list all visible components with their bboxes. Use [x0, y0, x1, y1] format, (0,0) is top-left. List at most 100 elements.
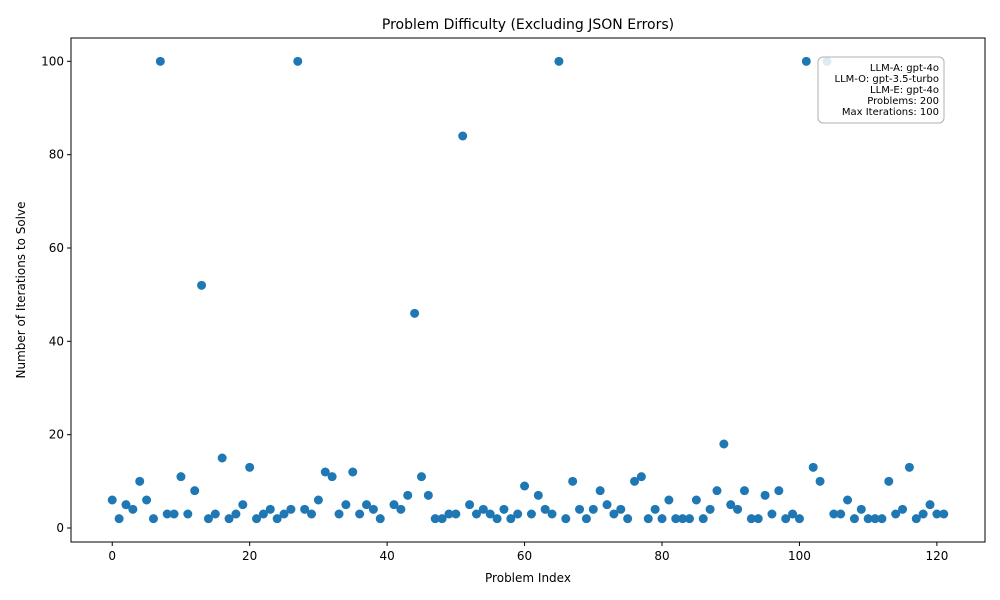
data-point: [258, 509, 268, 519]
data-point: [712, 486, 722, 496]
data-point: [588, 504, 598, 514]
x-axis-title: Problem Index: [485, 571, 571, 585]
data-point: [368, 504, 378, 514]
data-point: [746, 514, 756, 524]
data-point: [114, 514, 124, 524]
data-point: [506, 514, 516, 524]
data-point: [403, 490, 413, 500]
info-line-llm-e: LLM-E: gpt-4o: [870, 85, 939, 96]
data-point: [148, 514, 158, 524]
x-tick-label: 20: [242, 549, 257, 563]
data-point: [815, 476, 825, 486]
data-point: [760, 490, 770, 500]
data-point: [595, 486, 605, 496]
data-point: [863, 514, 873, 524]
data-point: [396, 504, 406, 514]
data-point: [671, 514, 681, 524]
data-point: [520, 481, 530, 491]
data-point: [849, 514, 859, 524]
y-tick-label: 60: [49, 241, 64, 255]
chart-title: Problem Difficulty (Excluding JSON Error…: [382, 17, 674, 33]
data-point: [870, 514, 880, 524]
data-point: [918, 509, 928, 519]
data-point: [155, 56, 165, 66]
y-tick-label: 20: [49, 428, 64, 442]
data-point: [685, 514, 694, 524]
data-point: [664, 495, 674, 505]
data-point: [856, 504, 866, 514]
data-point: [794, 514, 804, 524]
data-point: [121, 500, 131, 510]
data-point: [657, 514, 667, 524]
data-point: [451, 509, 461, 519]
x-tick-label: 60: [517, 549, 532, 563]
data-point: [478, 504, 488, 514]
data-point: [272, 514, 282, 524]
data-point: [884, 476, 894, 486]
data-point: [327, 472, 337, 482]
data-point: [245, 462, 255, 472]
info-box-frame: [817, 56, 945, 124]
data-point: [416, 472, 426, 482]
data-point: [313, 495, 323, 505]
data-point: [423, 490, 433, 500]
data-point: [877, 514, 887, 524]
data-point: [471, 509, 481, 519]
data-point: [341, 500, 351, 510]
data-point: [224, 514, 234, 524]
data-point: [128, 504, 138, 514]
data-point: [499, 504, 509, 514]
data-point: [630, 476, 640, 486]
data-point: [142, 495, 152, 505]
data-point: [265, 504, 275, 514]
data-point: [705, 504, 715, 514]
data-point: [540, 504, 550, 514]
info-box: LLM-A: gpt-4o LLM-O: gpt-3.5-turbo LLM-E…: [817, 56, 945, 124]
data-point: [678, 514, 688, 524]
data-point: [636, 472, 646, 482]
data-point: [547, 509, 557, 519]
data-point: [293, 56, 303, 66]
data-point: [939, 509, 949, 519]
data-point: [836, 509, 846, 519]
data-point: [904, 462, 914, 472]
data-point: [609, 509, 619, 519]
data-point: [726, 500, 736, 510]
data-point: [183, 509, 193, 519]
data-point: [252, 514, 262, 524]
data-point: [932, 509, 942, 519]
data-point: [465, 500, 475, 510]
x-tick-label: 80: [654, 549, 669, 563]
data-point: [286, 504, 296, 514]
y-tick-label: 40: [49, 334, 64, 348]
data-point: [575, 504, 585, 514]
data-point: [217, 453, 227, 463]
data-point: [891, 509, 901, 519]
info-line-llm-a: LLM-A: gpt-4o: [870, 63, 939, 74]
data-point: [190, 486, 200, 496]
data-point: [808, 462, 818, 472]
data-point: [602, 500, 612, 510]
x-tick-label: 100: [788, 549, 811, 563]
data-point: [698, 514, 708, 524]
y-tick-label: 80: [49, 148, 64, 162]
data-point: [203, 514, 213, 524]
data-point: [458, 131, 468, 141]
data-point: [135, 476, 145, 486]
data-point: [162, 509, 172, 519]
data-point: [781, 514, 791, 524]
data-point: [430, 514, 440, 524]
data-point: [348, 467, 358, 477]
x-tick-label: 40: [379, 549, 394, 563]
y-axis: 0 20 40 60 80 100: [41, 54, 71, 535]
data-point: [533, 490, 543, 500]
y-axis-title: Number of Iterations to Solve: [14, 201, 28, 378]
data-point: [513, 509, 523, 519]
data-point: [767, 509, 777, 519]
data-point: [231, 509, 241, 519]
data-point: [437, 514, 447, 524]
data-point: [753, 514, 763, 524]
data-point: [444, 509, 454, 519]
data-point: [375, 514, 385, 524]
data-point: [485, 509, 495, 519]
